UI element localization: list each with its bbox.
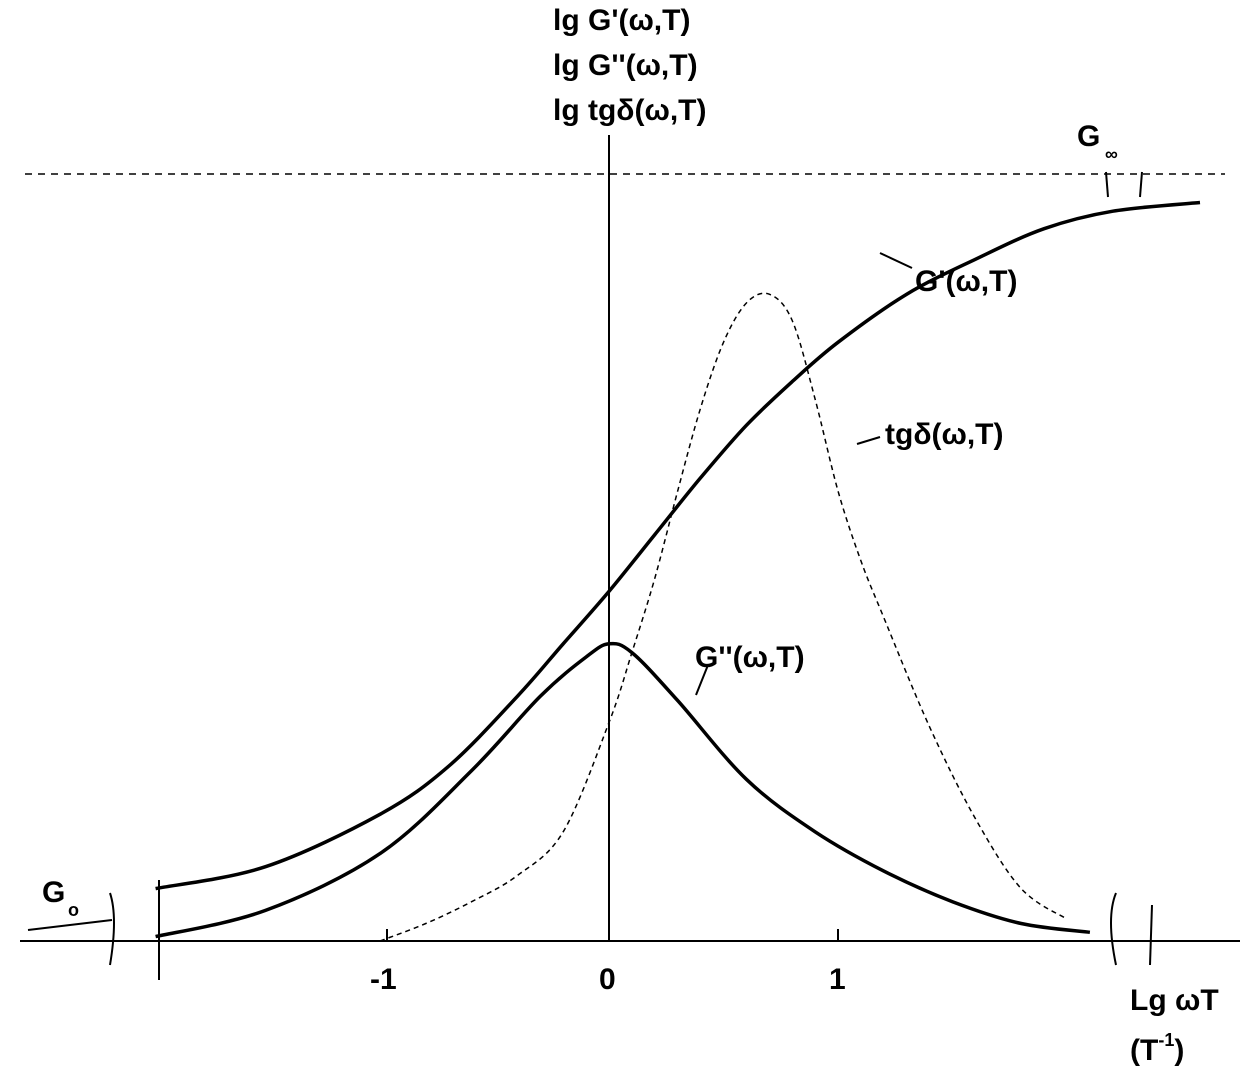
y-label-gprime: lg G'(ω,T) [553,4,690,37]
x-axis-unit-open: (T [1130,1034,1158,1067]
g-zero-label: G [42,876,65,909]
x-axis-unit: (T-1) [1130,1030,1184,1067]
tick-label-0: 0 [599,963,616,996]
series-gdoubleprime [155,641,1091,939]
y-label-gdoubleprime: lg G''(ω,T) [553,49,698,82]
g-infinity-subscript: ∞ [1105,144,1118,164]
x-axis-label: Lg ωT [1130,984,1219,1017]
series-tgdelta [379,292,1068,942]
g-infinity-label: G [1077,120,1100,153]
series-label-gdoubleprime: G''(ω,T) [695,641,805,674]
series-label-gprime: G'(ω,T) [915,265,1017,298]
y-label-tgdelta: lg tgδ(ω,T) [553,94,707,127]
g-zero-subscript: o [68,900,79,920]
series-layer [155,200,1201,942]
tick-label-neg1: -1 [370,963,397,996]
axis-break-marks [27,171,1153,980]
x-ticks [386,929,839,941]
label-leaders [695,252,913,696]
series-label-tgdelta: tgδ(ω,T) [885,418,1004,451]
tick-label-1: 1 [829,963,846,996]
series-gprime [155,200,1201,891]
x-axis-unit-sup: -1 [1158,1030,1174,1050]
x-axis-unit-close: ) [1174,1034,1184,1067]
